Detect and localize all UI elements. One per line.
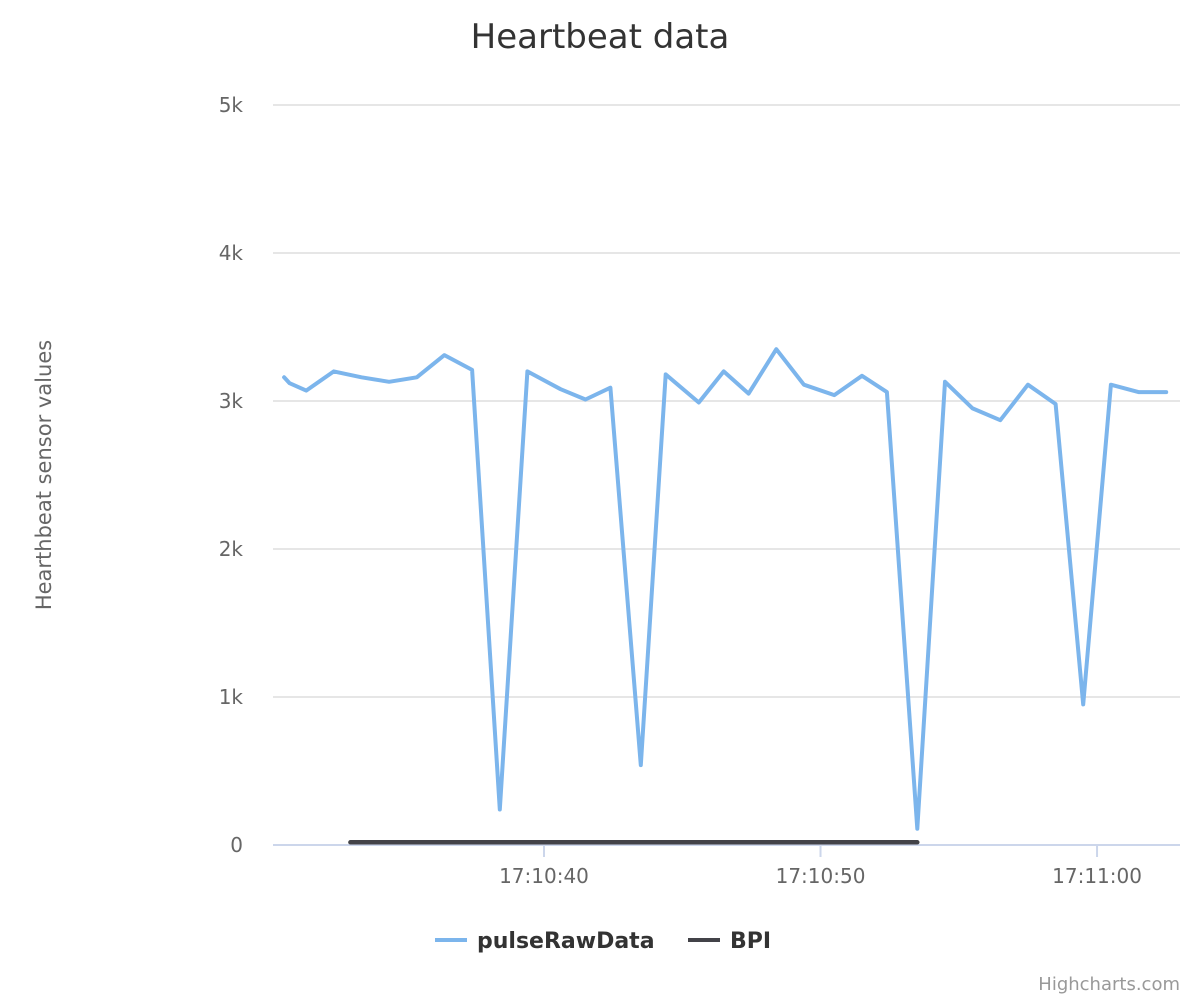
x-tick-label: 17:10:50 <box>776 864 866 888</box>
y-tick-label: 3k <box>219 389 244 413</box>
legend-label: BPI <box>730 929 771 954</box>
x-tick-label: 17:10:40 <box>499 864 589 888</box>
y-axis: 0 1k 2k 3k 4k 5k <box>219 93 244 857</box>
credits-link[interactable]: Highcharts.com <box>1038 974 1180 995</box>
y-tick-label: 4k <box>219 241 244 265</box>
y-tick-label: 2k <box>219 537 244 561</box>
y-tick-label: 5k <box>219 93 244 117</box>
legend-label: pulseRawData <box>477 929 655 954</box>
series-layer <box>282 347 1169 845</box>
y-axis-label: Hearthbeat sensor values <box>32 340 56 610</box>
legend-item-pulseRawData[interactable]: pulseRawData <box>435 929 655 954</box>
grid-layer <box>273 104 1180 698</box>
series-line-pulseRawData[interactable] <box>282 347 1169 831</box>
y-tick-label: 1k <box>219 685 244 709</box>
legend: pulseRawData BPI <box>435 929 771 954</box>
chart-title: Heartbeat data <box>471 17 730 57</box>
y-tick-label: 0 <box>230 833 243 857</box>
x-axis: 17:10:40 17:10:50 17:11:00 <box>499 845 1142 888</box>
x-tick-label: 17:11:00 <box>1052 864 1142 888</box>
legend-item-BPI[interactable]: BPI <box>688 929 771 954</box>
